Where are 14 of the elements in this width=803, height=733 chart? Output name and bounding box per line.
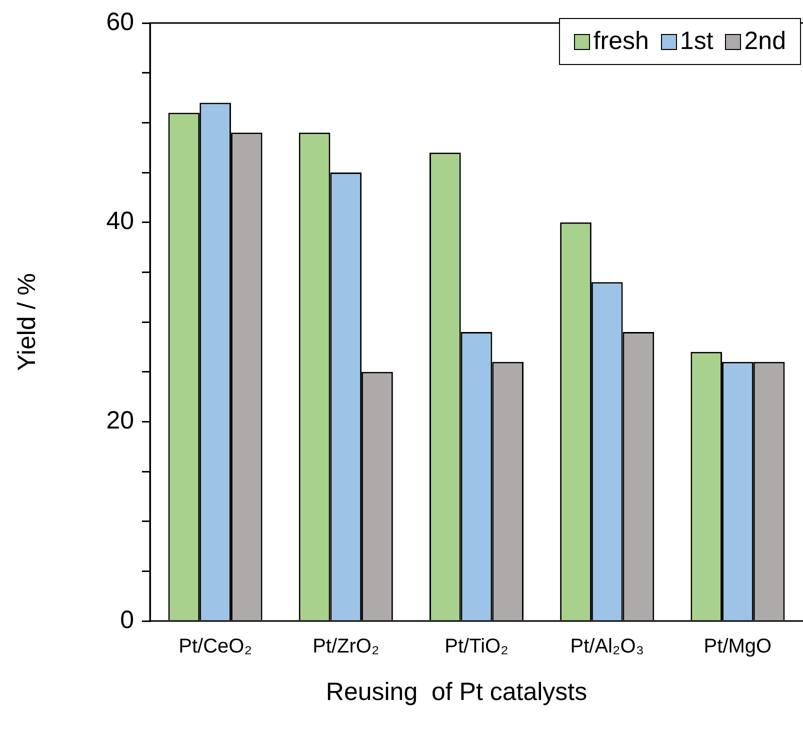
y-tick-label: 0	[120, 606, 134, 634]
x-tick-label: Pt/Al₂O₃	[570, 636, 644, 658]
x-tick-label: Pt/CeO₂	[178, 636, 252, 658]
y-tick-label: 60	[106, 8, 134, 36]
y-axis-title: Yield / %	[13, 273, 41, 371]
x-tick-label: Pt/MgO	[704, 636, 772, 658]
x-tick-label: Pt/TiO₂	[444, 636, 508, 658]
y-tick-label: 20	[106, 406, 134, 435]
legend-label: fresh	[592, 27, 649, 56]
legend-label: 2nd	[743, 27, 786, 56]
x-axis-title: Reusing of Pt catalysts	[326, 678, 588, 706]
x-tick-label: Pt/ZrO₂	[312, 636, 380, 658]
legend-label: 1st	[678, 27, 714, 56]
y-tick-label: 40	[106, 207, 134, 236]
